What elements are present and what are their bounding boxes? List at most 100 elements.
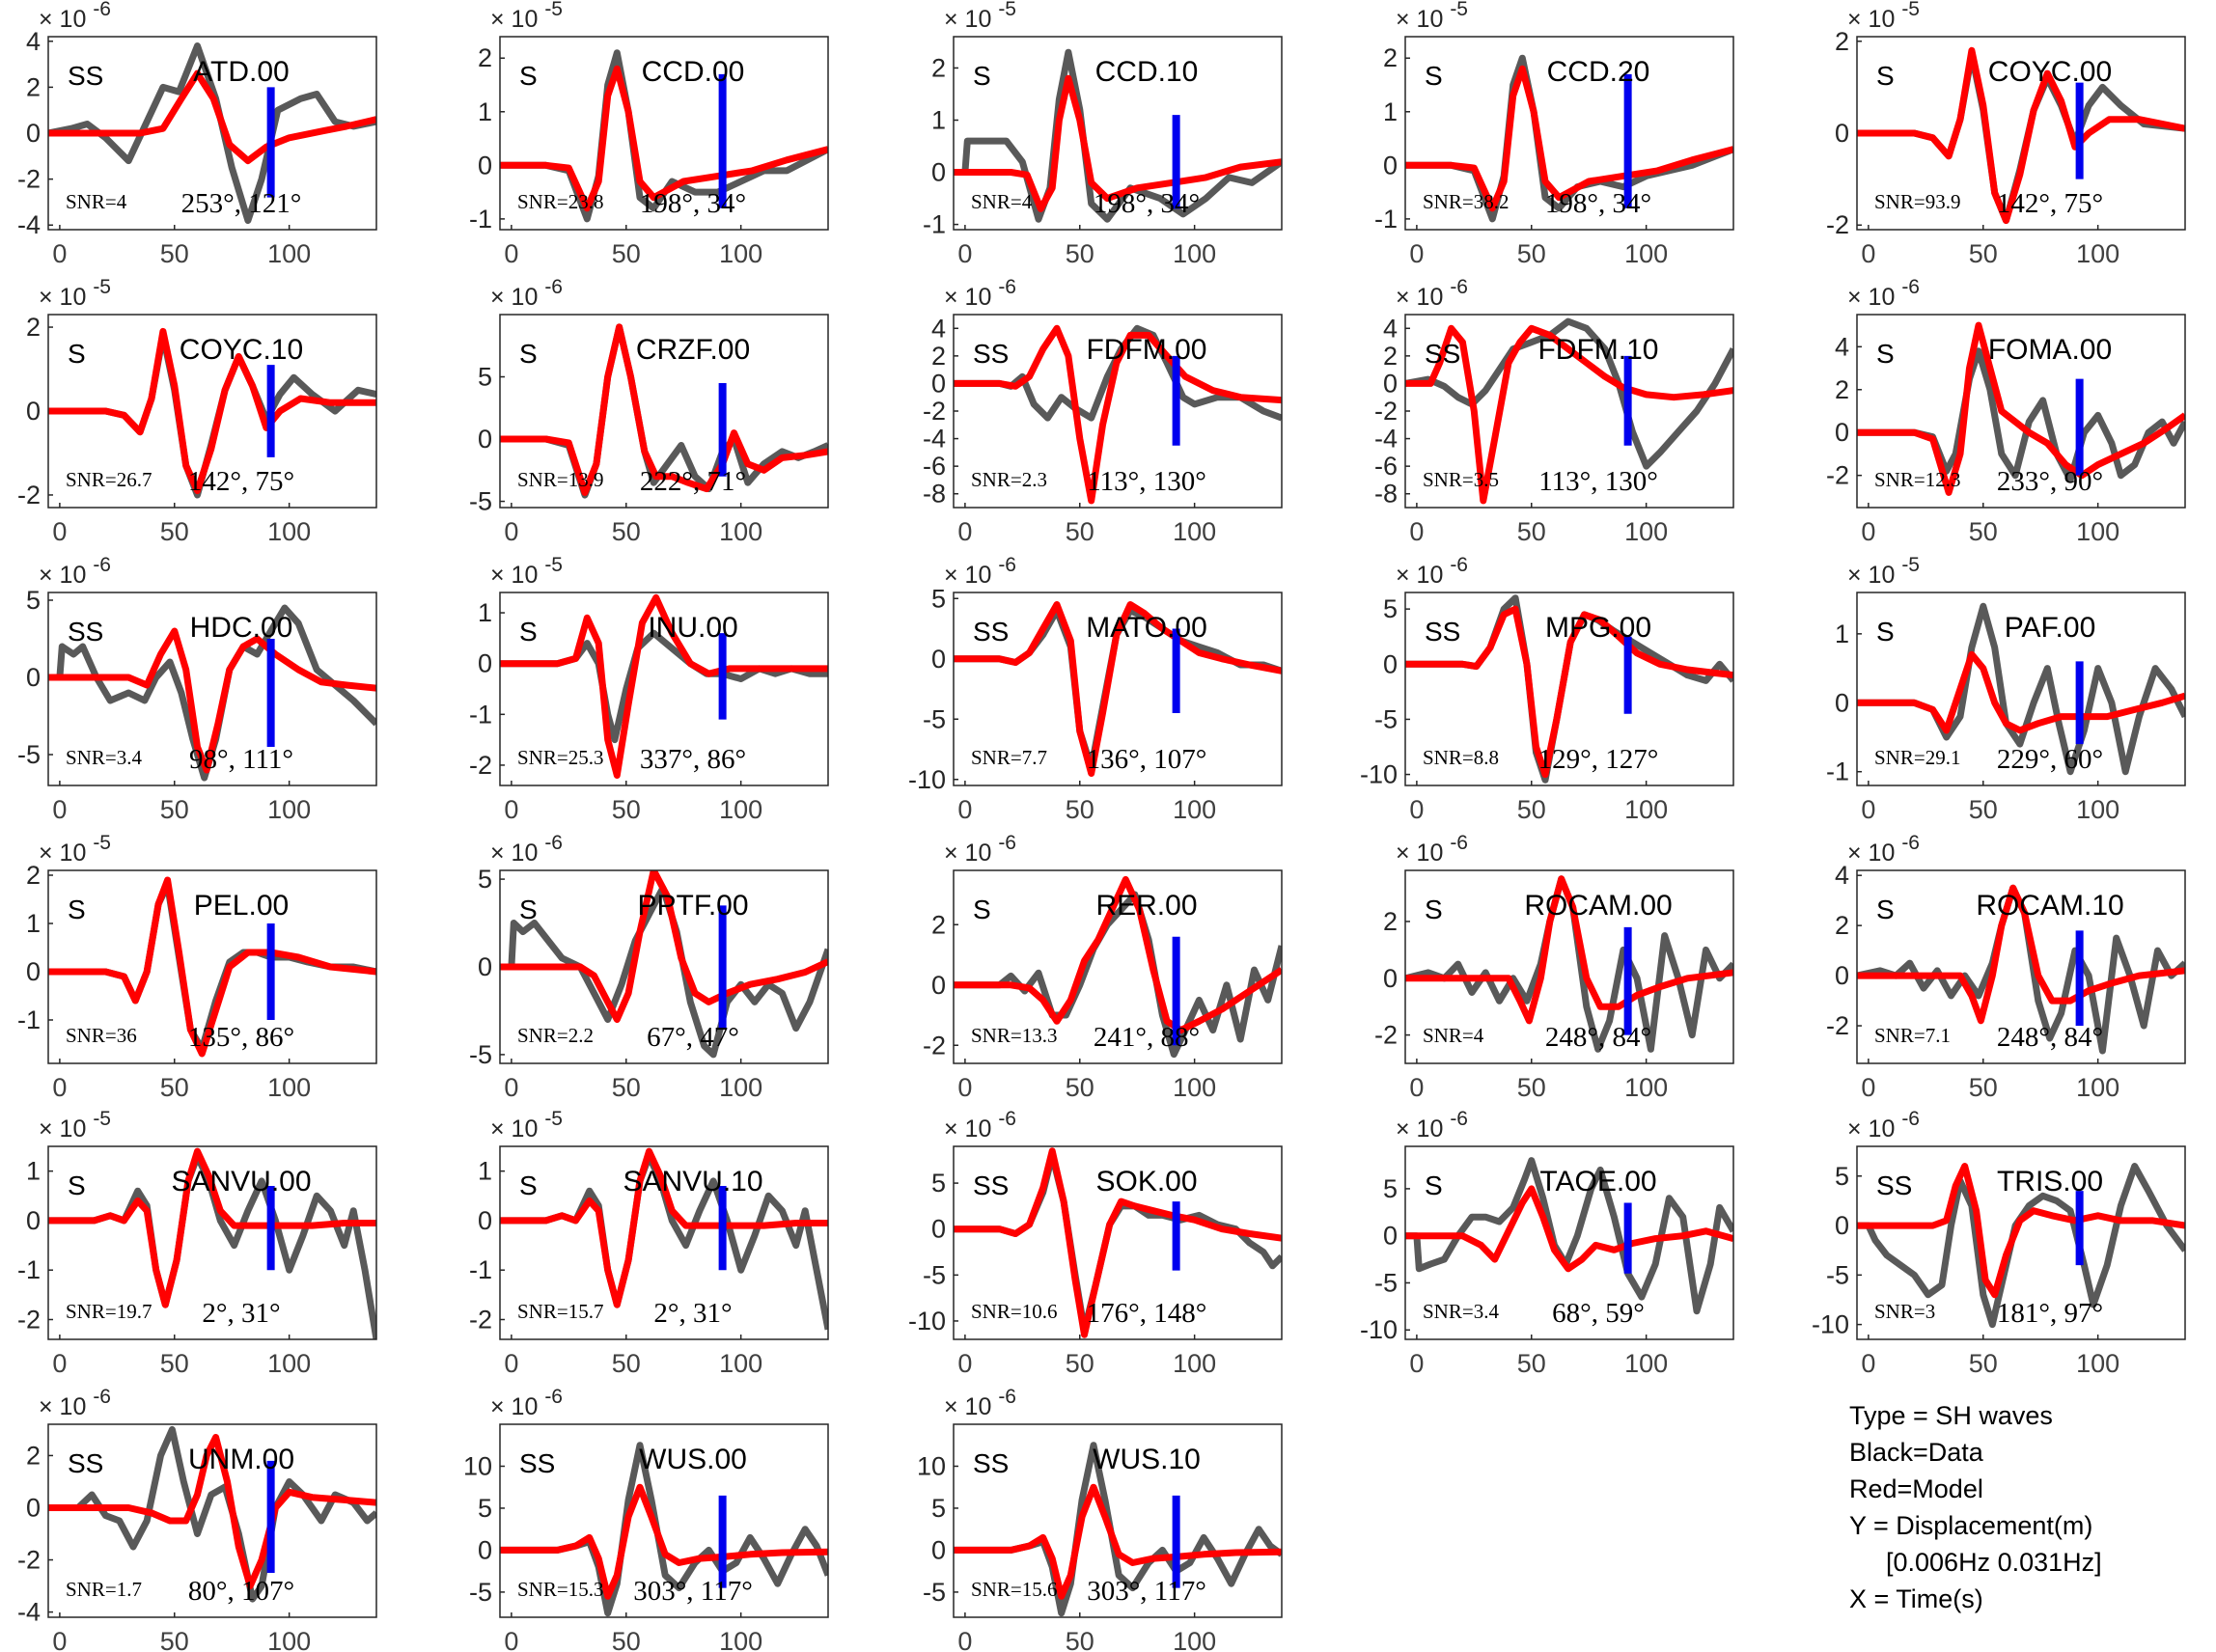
exponent-value: -5 [998,0,1016,20]
y-tick-label: -4 [923,425,946,454]
y-tick-label: -5 [923,1260,946,1289]
y-tick-label: 10 [917,1451,946,1480]
axes-box [47,314,377,509]
y-tick-label: 0 [478,425,492,454]
azimuth-label: 129°, 127° [1538,744,1659,775]
snr-label: SNR=38.2 [1423,190,1509,213]
phase-label: S [1876,617,1895,647]
phase-label: SS [973,1170,1009,1200]
x-tick-label: 0 [52,1349,67,1378]
x-tick-label: 50 [1066,239,1094,268]
station-label: PEL.00 [194,890,289,922]
exponent-label: × 10 -5 [39,832,111,867]
y-tick-label: 2 [1383,43,1398,72]
snr-label: SNR=36 [66,1024,137,1047]
y-tick-label: -5 [1826,1260,1849,1289]
model-trace [1405,1185,1733,1273]
phase-label: S [1425,1170,1443,1200]
exponent-value: -6 [1901,1108,1920,1130]
exponent-value: -5 [544,1108,563,1130]
y-tick-label: 5 [478,1494,492,1523]
y-tick-label: -2 [1374,397,1398,426]
axes-box [499,869,829,1064]
y-tick-label: 1 [1835,620,1849,648]
x-tick-label: 100 [1173,795,1216,824]
exponent-label: × 10 -6 [944,1386,1016,1420]
azimuth-label: 135°, 86° [188,1022,294,1053]
x-tick-label: 50 [160,239,189,268]
exponent-value: -5 [93,1108,111,1130]
snr-label: SNR=4 [66,190,127,213]
model-trace [500,323,828,496]
x-tick-label: 0 [1861,517,1875,546]
x-tick-label: 0 [504,239,518,268]
data-trace [48,1152,376,1339]
exponent-value: -6 [544,1386,563,1408]
station-label: WUS.00 [639,1444,747,1475]
y-tick-label: -2 [469,751,492,780]
x-tick-label: 50 [1969,795,1998,824]
x-tick-label: 0 [1861,795,1875,824]
exponent-value: -6 [544,832,563,854]
x-tick-label: 50 [612,1627,641,1652]
panel-rer-00: -2 0 2 0 50 100 × 10 -6 S RER.00 SNR=13.3 241°, 88… [923,832,1283,1102]
data-trace [48,1425,376,1603]
x-tick-label: 0 [52,239,67,268]
snr-label: SNR=12.3 [1874,468,1960,491]
azimuth-label: 176°, 148° [1087,1298,1207,1329]
legend-type: Type = SH waves [1849,1401,2053,1430]
snr-label: SNR=15.7 [517,1300,603,1323]
x-tick-label: 100 [267,1349,311,1378]
panel-sanvu-00: -2 -1 0 1 0 50 100 × 10 -5 S SANVU.00 SNR=19.7 2°, … [17,1108,377,1378]
phase-label: S [1425,61,1443,91]
azimuth-label: 67°, 47° [647,1022,739,1053]
y-tick-label: 1 [26,1157,41,1186]
x-tick-label: 100 [2076,795,2119,824]
snr-label: SNR=23.8 [517,190,603,213]
y-tick-label: 0 [1835,119,1849,148]
y-tick-label: 1 [26,909,41,938]
snr-label: SNR=25.3 [517,746,603,769]
panel-paf-00: -1 0 1 0 50 100 × 10 -5 S PAF.00 SNR=29.1 229°, 60… [1826,554,2186,824]
y-tick-label: 0 [1835,688,1849,717]
x-tick-label: 0 [1861,1073,1875,1102]
y-tick-label: -1 [17,1005,41,1034]
panel-ccd-10: -1 0 1 2 0 50 100 × 10 -5 S CCD.10 SNR=4 198°, 34° [923,0,1283,268]
phase-label: S [68,895,86,924]
snr-label: SNR=3.4 [66,746,142,769]
y-tick-label: 2 [1835,911,1849,940]
model-trace [48,69,376,165]
snr-label: SNR=93.9 [1874,190,1960,213]
exponent-label: × 10 -5 [1847,0,1920,33]
y-tick-label: 10 [463,1451,492,1480]
exponent-label: × 10 -6 [1396,276,1468,311]
y-tick-label: 2 [931,910,946,939]
y-tick-label: 5 [26,586,41,615]
exponent-value: -6 [93,0,111,20]
x-tick-label: 0 [957,1627,972,1652]
y-tick-label: -2 [17,1305,41,1334]
y-tick-label: 0 [1383,1222,1398,1251]
y-tick-label: 1 [478,97,492,126]
x-tick-label: 100 [1624,795,1668,824]
panel-pel-00: -1 0 1 2 0 50 100 × 10 -5 S PEL.00 SNR=36 135°, 86° [17,832,377,1102]
x-tick-label: 100 [1173,1627,1216,1652]
x-tick-label: 100 [719,1349,762,1378]
y-tick-label: -2 [1374,1021,1398,1050]
x-tick-label: 100 [1173,517,1216,546]
y-tick-label: 0 [931,158,946,187]
x-tick-label: 50 [1517,239,1546,268]
phase-label: S [1876,339,1895,369]
y-tick-label: 0 [931,1215,946,1244]
azimuth-label: 337°, 86° [640,744,746,775]
x-tick-label: 50 [612,795,641,824]
y-tick-label: -2 [469,1305,492,1334]
y-tick-label: -1 [469,205,492,234]
panel-foma-00: -2 0 2 4 0 50 100 × 10 -6 S FOMA.00 SNR=12.3 233°, … [1826,276,2186,546]
x-tick-label: 50 [1969,239,1998,268]
snr-label: SNR=8.8 [1423,746,1499,769]
exponent-value: -6 [1901,832,1920,854]
